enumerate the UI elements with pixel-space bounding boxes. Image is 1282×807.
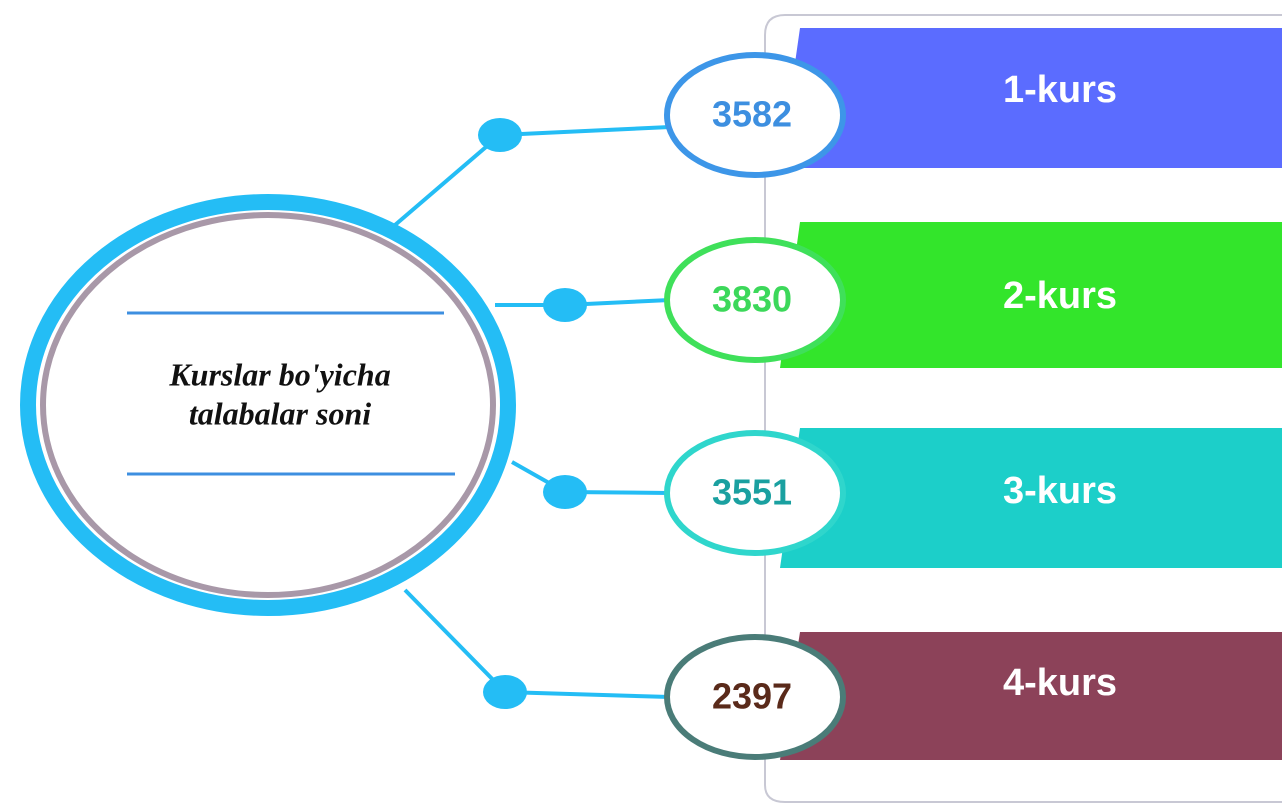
course-label: 3-kurs (1003, 470, 1117, 512)
label-bar (780, 632, 1282, 760)
connector-line (403, 588, 671, 699)
course-label: 4-kurs (1003, 662, 1117, 704)
title-line: talabalar soni (189, 395, 371, 431)
label-bar (780, 28, 1282, 168)
connector-line (393, 125, 671, 227)
value-circle (664, 52, 846, 178)
value-circle (664, 634, 846, 760)
value-circle (664, 237, 846, 363)
value: 3551 (712, 472, 792, 513)
course-label: 2-kurs (1003, 275, 1117, 317)
frame (764, 14, 1282, 803)
connector-dot (543, 288, 587, 322)
label-bar (780, 222, 1282, 368)
connector-line (511, 460, 671, 495)
connector-dot (483, 675, 527, 709)
label-bar (780, 428, 1282, 568)
connector-dot (543, 475, 587, 509)
value: 3830 (712, 279, 792, 320)
connectors (393, 118, 671, 709)
value: 3582 (712, 94, 792, 135)
value-circle (664, 430, 846, 556)
connector-dot (478, 118, 522, 152)
value: 2397 (712, 676, 792, 717)
title-line: Kurslar bo'yicha (168, 356, 390, 392)
items: 3582 1-kurs 3830 2-kurs 3551 3-kurs 2397 4-kurs (664, 28, 1282, 760)
course-label: 1-kurs (1003, 69, 1117, 111)
main-circle-inner (40, 212, 496, 598)
